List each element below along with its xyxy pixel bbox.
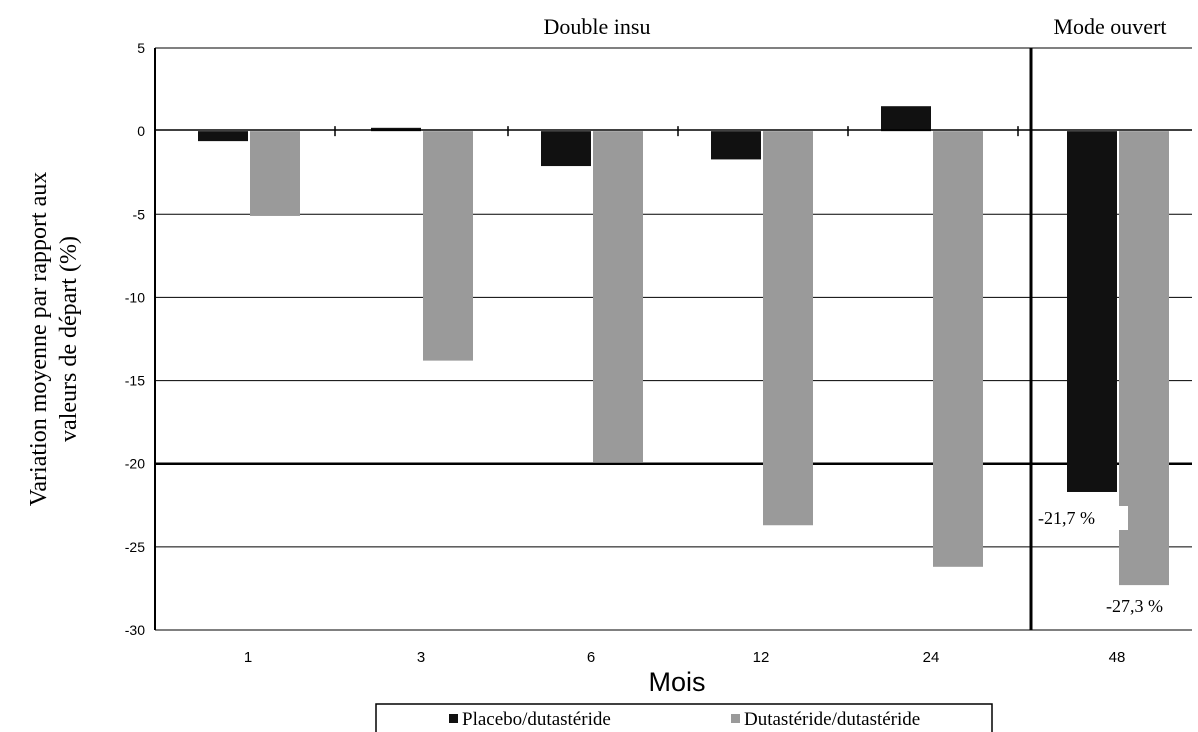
x-axis-title: Mois	[648, 667, 705, 697]
bar-dutasteride-12	[763, 131, 813, 526]
y-tick-label: -5	[133, 206, 146, 222]
y-tick-label: 5	[137, 40, 145, 56]
x-tick-label: 6	[587, 649, 595, 666]
bar-placebo-12	[711, 131, 761, 160]
bars	[198, 106, 1169, 586]
y-axis-title-line2: valeurs de départ (%)	[56, 236, 82, 442]
y-tick-label: -25	[125, 539, 145, 555]
annotation-bg-placebo	[1034, 506, 1128, 530]
legend: Placebo/dutastéride Dutastéride/dutastér…	[375, 703, 993, 732]
annotation-dutasteride-48: -27,3 %	[1106, 596, 1163, 616]
gridlines	[155, 47, 1192, 631]
bar-dutasteride-6	[593, 131, 643, 463]
section-label-double-insu: Double insu	[544, 14, 651, 39]
annotation-placebo-48: -21,7 %	[1038, 508, 1095, 528]
x-tick-label: 48	[1109, 649, 1126, 666]
bar-dutasteride-24	[933, 131, 983, 567]
zero-axis-ticks	[334, 126, 1019, 137]
bar-placebo-1	[198, 131, 248, 142]
bar-dutasteride-1	[250, 131, 300, 216]
legend-box	[375, 703, 993, 732]
x-tick-label: 1	[244, 649, 252, 666]
bar-placebo-24	[881, 106, 931, 132]
legend-label-dutasteride: Dutastéride/dutastéride	[744, 709, 920, 730]
bar-placebo-6	[541, 131, 591, 167]
x-axis-tick-labels: 1 3 6 12 24 48	[244, 649, 1126, 666]
y-tick-label: -15	[125, 373, 145, 389]
bar-placebo-48	[1067, 131, 1117, 492]
annotation-bg-dutasteride	[1104, 594, 1194, 618]
x-tick-label: 24	[923, 649, 940, 666]
y-axis-title-line1: Variation moyenne par rapport aux	[26, 172, 52, 507]
section-label-mode-ouvert: Mode ouvert	[1053, 14, 1166, 39]
x-tick-label: 3	[417, 649, 425, 666]
legend-swatch-placebo	[449, 714, 458, 723]
y-axis-ticks: 5 0 -5 -10 -15 -20 -25 -30	[125, 40, 145, 638]
bar-dutasteride-3	[423, 131, 473, 361]
y-tick-label: -20	[125, 456, 145, 472]
legend-label-placebo: Placebo/dutastéride	[462, 709, 611, 730]
legend-swatch-dutasteride	[731, 714, 740, 723]
x-tick-label: 12	[753, 649, 770, 666]
y-tick-label: 0	[137, 123, 145, 139]
y-tick-label: -10	[125, 289, 145, 305]
y-tick-label: -30	[125, 622, 145, 638]
